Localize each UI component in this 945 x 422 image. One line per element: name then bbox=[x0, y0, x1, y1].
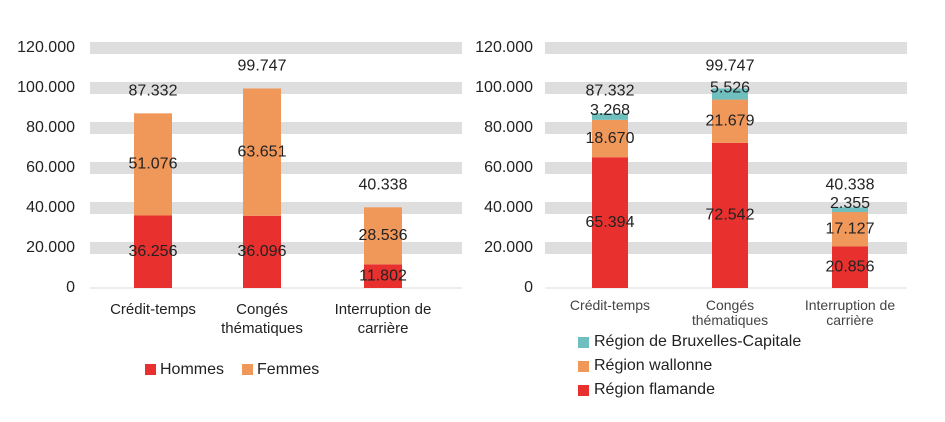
bar-segment bbox=[134, 215, 172, 288]
y-tick-label: 100.000 bbox=[17, 79, 75, 96]
data-label: 65.394 bbox=[586, 214, 635, 231]
y-tick-label: 120.000 bbox=[17, 39, 75, 56]
bar-segment bbox=[592, 119, 628, 158]
total-label: 99.747 bbox=[238, 58, 287, 75]
y-tick-label: 120.000 bbox=[475, 39, 533, 56]
bar-segment bbox=[243, 215, 281, 288]
data-label: 63.651 bbox=[238, 143, 287, 160]
data-label: 2.355 bbox=[830, 195, 870, 212]
data-label: 51.076 bbox=[129, 156, 178, 173]
y-tick-label: 0 bbox=[66, 279, 75, 296]
y-tick-label: 80.000 bbox=[484, 119, 533, 136]
bar-segment bbox=[134, 113, 172, 216]
y-tick-label: 100.000 bbox=[475, 79, 533, 96]
total-label: 40.338 bbox=[826, 177, 875, 194]
y-tick-label: 20.000 bbox=[484, 239, 533, 256]
x-tick-label: Interruption de carrière bbox=[334, 301, 432, 337]
data-label: 11.802 bbox=[359, 267, 407, 284]
data-label: 18.670 bbox=[586, 130, 635, 147]
y-tick-label: 60.000 bbox=[484, 159, 533, 176]
bar-segment bbox=[712, 142, 748, 288]
data-label: 36.256 bbox=[129, 243, 178, 260]
y-tick-label: 80.000 bbox=[26, 119, 75, 136]
y-tick-label: 40.000 bbox=[26, 199, 75, 216]
bar-segment bbox=[243, 88, 281, 216]
x-tick-label: Crédit-temps bbox=[569, 297, 651, 313]
y-tick-label: 40.000 bbox=[484, 199, 533, 216]
data-label: 72.542 bbox=[706, 207, 755, 224]
total-label: 99.747 bbox=[706, 58, 755, 75]
legend-swatch bbox=[242, 364, 254, 375]
legend-label: Région flamande bbox=[594, 381, 715, 398]
data-label: 17.127 bbox=[826, 220, 875, 237]
x-tick-label: Congés thématiques bbox=[221, 301, 303, 337]
legend-swatch bbox=[145, 364, 156, 375]
bar-segment bbox=[364, 264, 402, 288]
data-label: 3.268 bbox=[590, 102, 630, 119]
legend-swatch bbox=[578, 337, 589, 348]
x-tick-label: Congés thématiques bbox=[691, 297, 769, 328]
bar-segment bbox=[712, 99, 748, 143]
legend-label: Hommes bbox=[160, 361, 224, 378]
bar-segment bbox=[592, 157, 628, 288]
total-label: 87.332 bbox=[129, 83, 178, 100]
total-label: 87.332 bbox=[586, 83, 635, 100]
bar-segment bbox=[364, 207, 402, 265]
y-tick-label: 20.000 bbox=[26, 239, 75, 256]
bar-segment bbox=[712, 88, 748, 100]
x-tick-label: Interruption de carrière bbox=[804, 297, 896, 328]
legend-swatch bbox=[578, 361, 589, 372]
bar-segment bbox=[832, 207, 868, 213]
legend-label: Région wallonne bbox=[594, 357, 712, 374]
y-tick-label: 60.000 bbox=[26, 159, 75, 176]
y-tick-label: 0 bbox=[524, 279, 533, 296]
legend-swatch bbox=[578, 385, 589, 396]
total-label: 40.338 bbox=[359, 177, 408, 194]
legend-label: Région de Bruxelles-Capitale bbox=[594, 333, 801, 350]
bar-segment bbox=[592, 113, 628, 120]
data-label: 20.856 bbox=[826, 258, 875, 275]
data-label: 5.526 bbox=[710, 79, 750, 96]
x-tick-label: Crédit-temps bbox=[110, 301, 196, 318]
data-label: 36.096 bbox=[238, 243, 287, 260]
bar-segment bbox=[832, 212, 868, 247]
data-label: 28.536 bbox=[359, 227, 408, 244]
legend-label: Femmes bbox=[257, 361, 319, 378]
data-label: 21.679 bbox=[706, 112, 755, 129]
bar-segment bbox=[832, 246, 868, 288]
